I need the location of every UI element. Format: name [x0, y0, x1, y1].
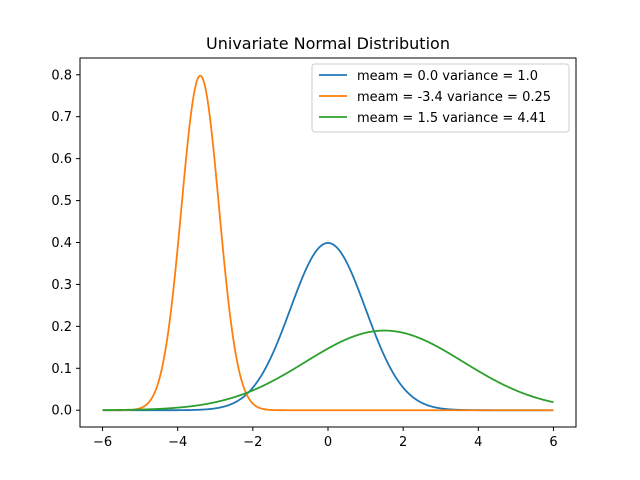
- axes-layer: −6 −4 −2 0 2 4 6 0.0 0.1 0.2 0.3 0.4 0.5 0.6 0.7 0.8: [51, 57, 577, 450]
- legend-label-2: meam = -3.4 variance = 0.25: [357, 90, 551, 105]
- y-tick-label: 0.6: [51, 152, 72, 167]
- legend-box: [311, 63, 570, 133]
- x-tick-label: −6: [93, 435, 112, 450]
- x-tick-label: −2: [243, 435, 262, 450]
- x-tick-label: −4: [168, 435, 187, 450]
- y-tick-label: 0.1: [51, 362, 72, 377]
- y-tick-label: 0.2: [51, 320, 72, 335]
- y-tick-label: 0.3: [51, 278, 72, 293]
- y-tick-label: 0.0: [51, 404, 72, 419]
- x-tick-label: 0: [324, 435, 332, 450]
- legend-label-3: meam = 1.5 variance = 4.41: [357, 111, 546, 126]
- x-tick-label: 4: [474, 435, 482, 450]
- y-tick-label: 0.4: [51, 236, 72, 251]
- legend-label-1: meam = 0.0 variance = 1.0: [357, 69, 538, 84]
- y-tick-label: 0.7: [51, 110, 72, 125]
- series-layer: [102, 74, 554, 412]
- series-line-2: [102, 74, 554, 412]
- x-tick-label: 6: [549, 435, 557, 450]
- series-line-3: [102, 329, 554, 411]
- y-tick-label: 0.8: [51, 68, 72, 83]
- chart-title: Univariate Normal Distribution: [206, 34, 450, 53]
- x-tick-label: 2: [399, 435, 407, 450]
- legend: meam = 0.0 variance = 1.0 meam = -3.4 var…: [311, 63, 570, 133]
- y-tick-label: 0.5: [51, 194, 72, 209]
